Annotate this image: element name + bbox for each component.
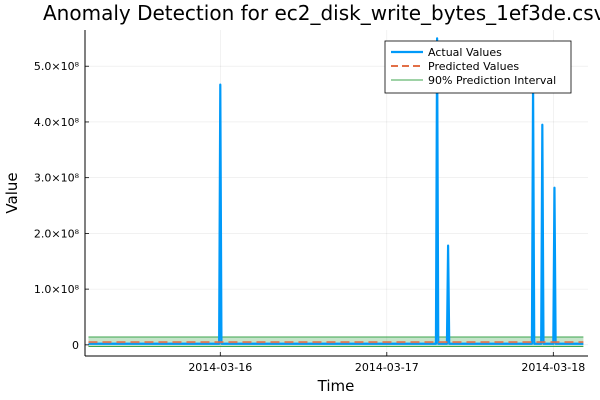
x-axis-label: Time: [317, 377, 355, 395]
chart-title: Anomaly Detection for ec2_disk_write_byt…: [43, 1, 600, 25]
y-tick-label: 3.0×10⁸: [34, 172, 80, 185]
legend-label: 90% Prediction Interval: [428, 74, 556, 87]
x-tick-label: 2014-03-16: [188, 361, 252, 374]
axes: [84, 30, 588, 357]
y-tick-label: 1.0×10⁸: [34, 283, 80, 296]
y-tick-label: 2.0×10⁸: [34, 227, 80, 240]
y-tick-label: 0: [72, 339, 79, 352]
y-axis-label: Value: [3, 172, 21, 213]
legend-label: Actual Values: [428, 46, 502, 59]
actual-values-line: [88, 37, 584, 345]
prediction-interval-band: [88, 337, 584, 347]
legend-label: Predicted Values: [428, 60, 519, 73]
x-ticks: 2014-03-16 2014-03-17 2014-03-18: [188, 352, 585, 374]
y-ticks: 0 1.0×10⁸ 2.0×10⁸ 3.0×10⁸ 4.0×10⁸ 5.0×10⁸: [34, 60, 89, 352]
y-tick-label: 4.0×10⁸: [34, 116, 80, 129]
series-layer: [88, 37, 584, 345]
y-tick-label: 5.0×10⁸: [34, 60, 80, 73]
x-tick-label: 2014-03-18: [521, 361, 585, 374]
x-tick-label: 2014-03-17: [355, 361, 419, 374]
